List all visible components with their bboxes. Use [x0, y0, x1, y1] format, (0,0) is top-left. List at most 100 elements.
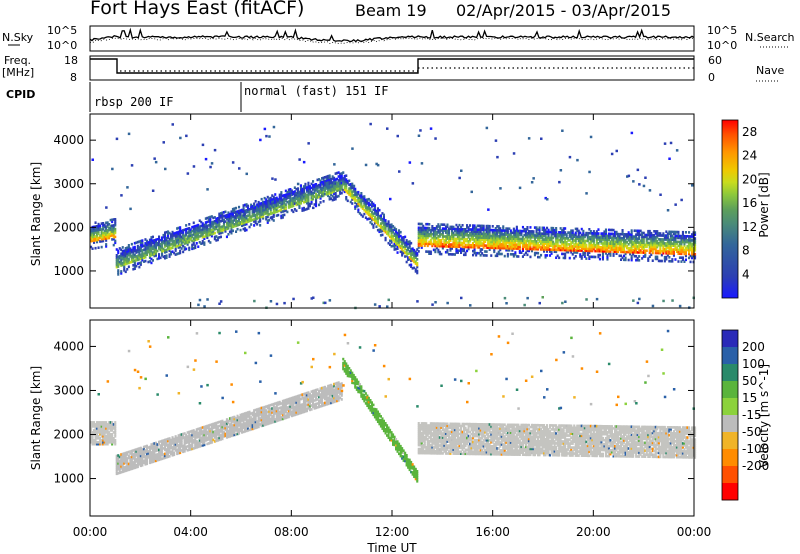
power-echo-cell [219, 214, 222, 217]
power-echo-cell [343, 188, 346, 192]
power-echo-cell [177, 238, 180, 242]
velocity-echo-cell [105, 431, 108, 434]
power-echo-cell [449, 227, 452, 231]
power-echo-cell [271, 198, 274, 201]
power-echo-cell [561, 236, 564, 240]
power-echo-cell [579, 241, 582, 244]
power-echo-cell [115, 261, 118, 265]
power-echo-cell [517, 247, 520, 250]
power-echo-cell [319, 185, 322, 188]
power-echo-cell [340, 191, 343, 195]
velocity-echo-cell [94, 439, 97, 442]
power-echo-cell [642, 249, 645, 252]
power-echo-cell [411, 182, 415, 185]
velocity-echo-cell [133, 458, 136, 462]
velocity-echo-cell [148, 457, 151, 461]
power-echo-cell [231, 161, 235, 164]
power-echo-cell [108, 234, 111, 238]
power-echo-cell [624, 240, 627, 244]
velocity-echo-cell [179, 433, 182, 437]
velocity-echo-cell [93, 431, 96, 434]
velocity-echo-cell [112, 439, 115, 442]
power-echo-cell [607, 244, 610, 247]
power-echo-cell [120, 262, 123, 265]
power-echo-cell [221, 215, 224, 219]
velocity-echo-cell [136, 455, 139, 459]
power-echo-cell [189, 230, 192, 233]
power-echo-cell [428, 228, 431, 232]
power-echo-cell [296, 195, 299, 198]
velocity-echo-cell [228, 419, 231, 422]
power-echo-cell [105, 229, 108, 232]
power-echo-cell [543, 248, 546, 251]
power-echo-cell [540, 236, 543, 239]
power-echo-cell [452, 235, 455, 239]
power-echo-cell [491, 232, 494, 236]
power-echo-cell [620, 238, 623, 242]
power-echo-cell [627, 243, 630, 246]
power-echo-cell [639, 251, 642, 254]
power-echo-cell [594, 236, 597, 239]
power-echo-cell [298, 196, 301, 200]
power-echo-cell [259, 220, 262, 223]
velocity-echo-cell [159, 448, 162, 451]
velocity-echo-cell [144, 455, 147, 458]
power-echo-cell [458, 227, 461, 231]
velocity-echo-cell [147, 450, 150, 453]
power-echo-cell [594, 255, 597, 259]
power-echo-cell [363, 201, 366, 204]
power-echo-cell [564, 248, 567, 252]
power-echo-cell [627, 248, 630, 252]
power-echo-cell [153, 241, 156, 244]
power-echo-cell [299, 194, 302, 197]
power-echo-cell [419, 230, 422, 234]
power-echo-cell [266, 203, 269, 207]
velocity-echo-cell [188, 440, 191, 444]
power-echo-cell [488, 234, 491, 238]
power-echo-cell [235, 230, 238, 233]
power-echo-cell [453, 227, 456, 231]
power-echo-cell [115, 265, 118, 269]
power-echo-cell [251, 212, 254, 216]
velocity-echo-cell [204, 433, 207, 436]
power-echo-cell [100, 240, 103, 243]
power-echo-cell [441, 237, 444, 240]
power-echo-cell [550, 252, 553, 255]
power-echo-cell [401, 246, 404, 249]
velocity-echo-cell [145, 450, 148, 454]
velocity-echo-cell [222, 435, 225, 438]
velocity-echo-cell [117, 468, 120, 471]
power-echo-cell [271, 206, 274, 209]
power-echo-cell [402, 238, 405, 241]
power-echo-cell [386, 224, 389, 228]
power-echo-cell [538, 244, 541, 247]
power-echo-cell [588, 243, 591, 247]
velocity-echo-cell [138, 447, 141, 450]
power-echo-cell [91, 158, 94, 161]
power-echo-cell [204, 221, 207, 224]
power-echo-cell [441, 231, 444, 234]
power-echo-cell [121, 251, 124, 255]
power-echo-cell [681, 240, 684, 244]
velocity-echo-cell [96, 429, 99, 432]
power-echo-cell [384, 228, 387, 232]
power-echo-cell [290, 203, 293, 206]
power-echo-cell [357, 190, 360, 194]
velocity-echo-cell [219, 438, 222, 441]
power-echo-cell [478, 240, 481, 243]
power-echo-cell [463, 241, 466, 245]
nsky-strip [89, 25, 695, 52]
power-echo-cell [263, 196, 266, 200]
power-echo-cell [580, 249, 583, 252]
power-echo-cell [333, 178, 336, 182]
power-echo-cell [654, 255, 657, 259]
power-echo-cell [544, 246, 547, 249]
power-echo-cell [315, 200, 318, 204]
power-echo-cell [556, 246, 559, 250]
power-echo-cell [301, 189, 304, 193]
power-echo-cell [453, 229, 456, 233]
velocity-echo-cell [221, 437, 224, 441]
power-echo-cell [470, 190, 473, 194]
power-echo-cell [630, 256, 633, 260]
power-echo-cell [348, 189, 351, 192]
